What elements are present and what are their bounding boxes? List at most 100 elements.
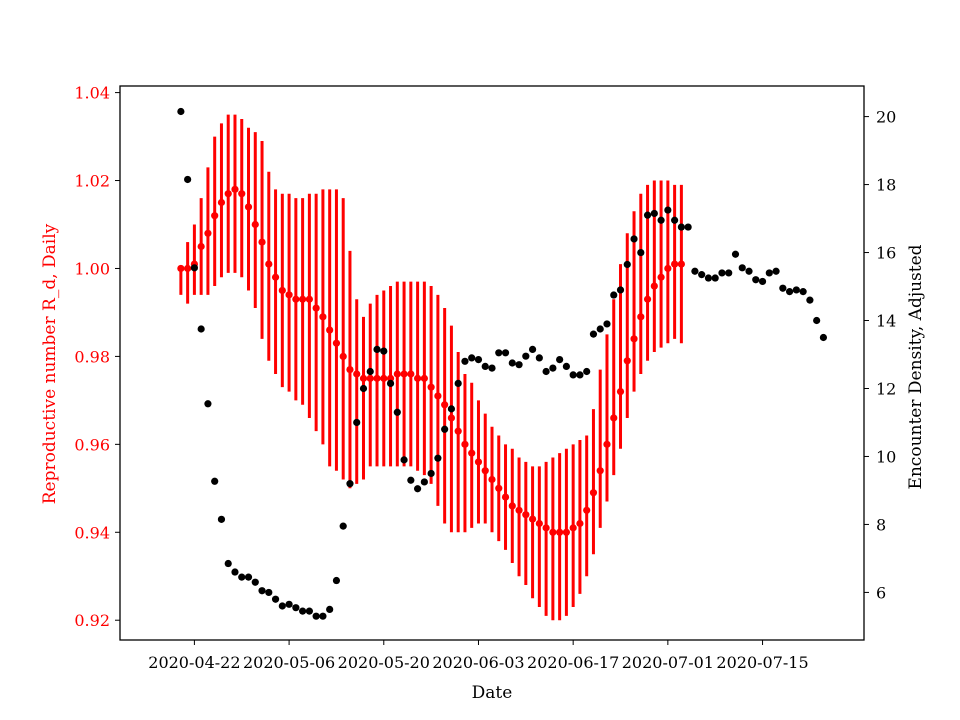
- density-point: [332, 576, 341, 585]
- density-point: [265, 588, 273, 597]
- reproductive-point: [447, 414, 456, 422]
- reproductive-point: [556, 528, 564, 536]
- density-point: [441, 425, 449, 433]
- density-point: [461, 357, 469, 365]
- density-point: [758, 277, 767, 286]
- density-point: [515, 361, 523, 369]
- right-tick-label: 12: [876, 379, 896, 398]
- reproductive-point: [326, 326, 334, 334]
- left-tick-label: 0.92: [74, 611, 110, 630]
- reproductive-point: [623, 357, 631, 365]
- reproductive-point: [386, 374, 395, 382]
- density-point: [380, 347, 388, 355]
- x-tick-label: 2020-06-03: [432, 653, 524, 672]
- reproductive-point: [332, 339, 341, 347]
- density-point: [779, 284, 787, 292]
- x-tick-label: 2020-05-06: [243, 653, 335, 672]
- left-y-axis: 0.92 0.94 0.96 0.98 1.00 1.02 1.04: [74, 84, 120, 630]
- x-axis: 2020-04-22 2020-05-06 2020-05-20 2020-06-03…: [148, 640, 809, 672]
- reproductive-point: [643, 295, 652, 303]
- reproductive-point: [501, 493, 510, 501]
- density-point: [528, 345, 537, 354]
- reproductive-point: [454, 427, 462, 435]
- density-point: [373, 345, 381, 354]
- reproductive-point: [292, 295, 300, 303]
- reproductive-point: [231, 185, 239, 193]
- density-point: [711, 274, 719, 282]
- density-point: [745, 267, 753, 275]
- reproductive-point: [414, 374, 422, 382]
- reproductive-point: [420, 374, 428, 382]
- density-point: [765, 269, 773, 277]
- density-point: [190, 264, 198, 272]
- reproductive-point: [434, 392, 442, 400]
- density-point: [643, 211, 652, 219]
- right-tick-label: 18: [876, 176, 896, 195]
- density-point: [217, 515, 226, 523]
- density-point: [468, 354, 476, 362]
- density-point: [414, 485, 422, 493]
- density-point: [481, 362, 489, 370]
- x-tick-label: 2020-07-01: [622, 653, 714, 672]
- reproductive-point: [407, 370, 415, 378]
- density-point: [211, 477, 219, 485]
- reproductive-point: [542, 524, 550, 532]
- density-point: [454, 379, 462, 387]
- reproductive-point: [346, 365, 354, 374]
- reproductive-point: [630, 335, 638, 343]
- density-point: [799, 288, 807, 296]
- density-point: [224, 559, 232, 568]
- reproductive-point: [576, 519, 584, 528]
- right-tick-label: 8: [876, 515, 886, 534]
- reproductive-point: [495, 484, 503, 492]
- density-point: [285, 600, 293, 608]
- right-tick-label: 10: [876, 447, 896, 466]
- density-point: [305, 607, 313, 615]
- reproductive-point: [278, 286, 286, 295]
- reproductive-point: [197, 242, 205, 251]
- reproductive-point: [393, 370, 401, 378]
- density-point: [583, 367, 591, 376]
- reproductive-point: [265, 260, 273, 268]
- density-point: [177, 107, 185, 116]
- density-point: [427, 469, 435, 478]
- density-point: [623, 260, 631, 269]
- reproductive-point: [184, 264, 192, 273]
- reproductive-point: [671, 260, 679, 268]
- reproductive-point: [238, 190, 246, 198]
- density-point: [691, 267, 699, 275]
- density-point: [684, 223, 692, 231]
- reproductive-point: [461, 440, 469, 448]
- right-tick-label: 6: [876, 583, 886, 602]
- density-point: [725, 269, 733, 277]
- right-tick-label: 16: [876, 244, 896, 263]
- density-point: [407, 476, 415, 484]
- reproductive-point: [589, 489, 598, 497]
- density-point: [197, 325, 205, 333]
- density-point: [312, 612, 320, 620]
- density-point: [603, 320, 611, 328]
- reproductive-point: [319, 313, 327, 321]
- reproductive-point: [549, 528, 557, 536]
- reproductive-point: [312, 304, 320, 312]
- reproductive-point: [177, 264, 185, 273]
- reproductive-point: [522, 511, 530, 519]
- density-point: [657, 216, 665, 224]
- reproductive-point: [677, 260, 685, 268]
- reproductive-point: [251, 220, 259, 229]
- density-point: [271, 595, 280, 603]
- reproductive-point: [508, 502, 516, 510]
- density-point: [542, 367, 550, 376]
- reproductive-point: [380, 374, 388, 382]
- density-point: [806, 296, 814, 304]
- density-point: [299, 607, 307, 615]
- density-point: [698, 271, 706, 279]
- reproductive-point: [481, 467, 489, 475]
- density-point: [813, 316, 821, 325]
- density-point: [738, 264, 746, 272]
- reproductive-point: [353, 370, 361, 378]
- encounter-density-series: [177, 107, 828, 620]
- reproductive-point: [468, 449, 476, 457]
- reproductive-point: [204, 229, 212, 237]
- reproductive-point: [244, 203, 253, 211]
